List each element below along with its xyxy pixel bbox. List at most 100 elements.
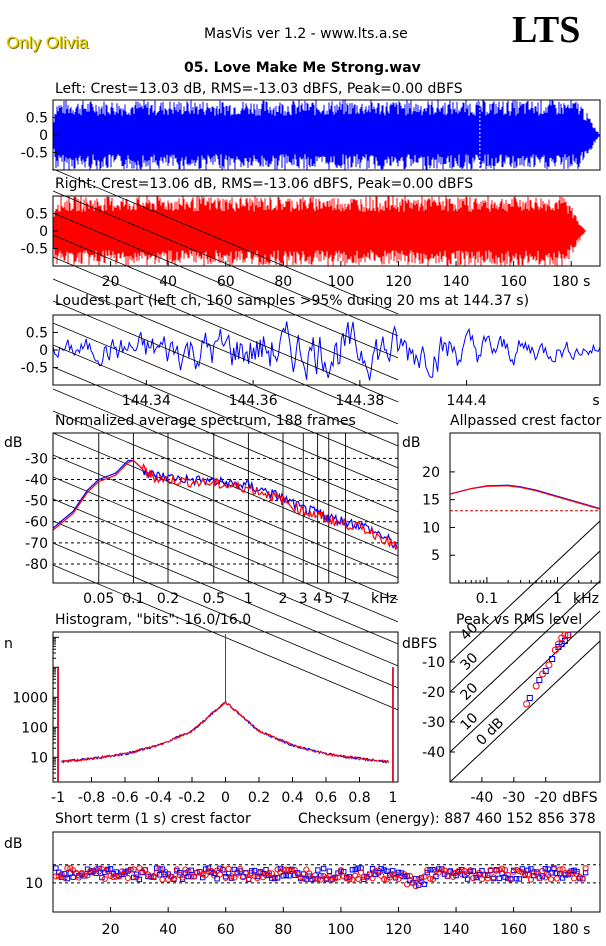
y-tick-label: -70 [25, 536, 48, 552]
y-tick-label: -50 [25, 494, 48, 510]
crest-point-red [297, 874, 304, 881]
crest-point-red [504, 871, 511, 879]
crest-point-blue [384, 868, 390, 875]
crest-point-red [147, 873, 154, 880]
left-waveform-title: Left: Crest=13.03 dB, RMS=-13.03 dBFS, P… [55, 81, 463, 97]
crest-point-blue [156, 872, 163, 878]
crest-point-red [513, 866, 520, 874]
x-tick-label: 3 [299, 591, 308, 607]
crest-point-red [268, 870, 275, 877]
crest-point-blue [217, 865, 223, 872]
crest-factor-title: Allpassed crest factor [450, 413, 602, 429]
y-tick-label: 10 [30, 750, 48, 766]
right-waveform-title: Right: Crest=13.06 dB, RMS=-13.06 dBFS, … [55, 176, 474, 192]
crest-point-blue [326, 868, 333, 874]
crest-point-blue [315, 867, 321, 873]
crest-point-red [360, 873, 368, 881]
crest-point-red [527, 876, 535, 883]
y-axis-unit: dBFS [402, 636, 437, 652]
diagonal-label: 10 [457, 710, 481, 734]
short-term-title: Short term (1 s) crest factor [55, 811, 251, 827]
crest-point-red [424, 867, 431, 874]
y-tick-label: 0.5 [26, 207, 48, 223]
loudest-part-title: Loudest part (left ch, 160 samples >95% … [55, 293, 530, 309]
crest-point-red [98, 866, 106, 873]
crest-point-red [153, 870, 160, 877]
x-tick-label: 0.2 [248, 790, 270, 806]
crest-point-red [257, 869, 264, 877]
crest-point-red [404, 881, 411, 888]
x-tick-label: 1 [553, 591, 562, 607]
crest-point-blue [355, 865, 361, 871]
slope-line [52, 454, 399, 601]
crest-point-blue [545, 866, 551, 872]
crest-point-red [311, 872, 319, 879]
crest-point-blue [404, 873, 410, 879]
crest-point-red [64, 864, 71, 872]
crest-point-red [127, 866, 134, 873]
crest-point-red [450, 873, 457, 880]
x-tick-label: 1 [389, 790, 398, 806]
peak-rms-point-red [561, 631, 569, 639]
crest-point-red [550, 866, 558, 873]
peak-rms-point-red [545, 661, 553, 669]
crest-point-blue [53, 865, 59, 871]
crest-point-red [478, 876, 486, 883]
x-tick-label: 0.5 [203, 591, 225, 607]
crest-point-red [343, 875, 350, 882]
x-tick-label: -0.8 [78, 790, 105, 806]
y-tick-label: -30 [25, 451, 48, 467]
crest-point-red [222, 874, 229, 881]
slope-line [52, 322, 399, 469]
x-tick-label: -0.6 [111, 790, 138, 806]
crest-point-blue [427, 867, 433, 873]
crest-point-red [124, 874, 131, 882]
histogram-series-blue [61, 699, 389, 764]
y-tick-label: -0.5 [21, 242, 48, 258]
slope-line [52, 344, 399, 491]
y-axis-unit: n [4, 636, 13, 652]
x-tick-label: 144.38 [335, 393, 384, 409]
y-tick-label: 0 [39, 224, 48, 240]
crest-point-blue [107, 866, 114, 872]
left-waveform-chart: 0.50 -0.5 [21, 99, 601, 171]
crest-point-blue [248, 868, 255, 874]
y-tick-label: 5 [431, 548, 440, 564]
crest-point-blue [318, 873, 324, 879]
crest-point-red [496, 866, 503, 873]
crest-point-blue [542, 866, 548, 872]
crest-diagonal [449, 610, 601, 753]
x-tick-label: 180 s [552, 922, 590, 938]
x-tick-label: 60 [217, 922, 235, 938]
histogram-series-red [61, 700, 390, 764]
x-tick-label: 0.4 [281, 790, 303, 806]
crest-point-blue [130, 874, 137, 881]
peak-rms-title: Peak vs RMS level [456, 612, 583, 628]
spectrum-frame [52, 432, 399, 584]
crest-point-red [285, 866, 293, 874]
crest-point-red [254, 875, 261, 882]
x-tick-label: 100 [328, 922, 355, 938]
peak-rms-point-red [564, 631, 572, 639]
diagonal-label: 40 [457, 620, 481, 644]
crest-point-red [179, 874, 186, 881]
crest-point-blue [352, 866, 358, 873]
y-tick-label: -40 [25, 472, 48, 488]
crest-point-red [579, 875, 586, 882]
crest-point-red [389, 871, 396, 878]
x-tick-label: -0.2 [178, 790, 205, 806]
crest-point-red [378, 872, 385, 879]
file-title: 05. Love Make Me Strong.wav [184, 60, 421, 76]
crest-point-red [427, 875, 434, 882]
crest-point-blue [176, 869, 183, 876]
crest-point-blue [300, 871, 307, 877]
peak-rms-point-red [532, 682, 540, 690]
crest-point-blue [96, 865, 102, 872]
spectrum-series-red [52, 459, 398, 550]
peak-rms-point-blue [526, 695, 533, 701]
crest-point-blue [528, 866, 534, 872]
x-tick-label: 40 [159, 274, 177, 290]
crest-point-blue [185, 873, 192, 880]
